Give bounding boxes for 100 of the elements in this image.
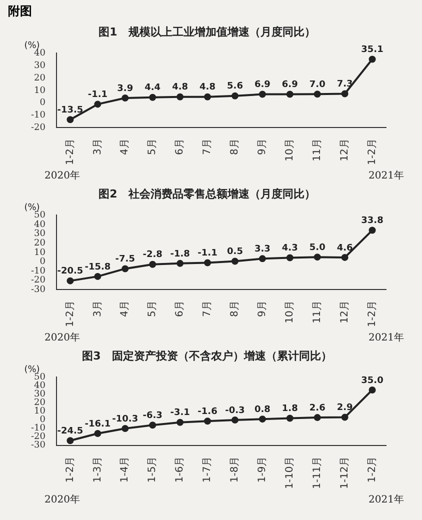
y-tick-label: 30 <box>34 390 46 400</box>
x-tick-label: 1-3月 <box>92 456 104 483</box>
x-tick-label: 5月 <box>147 300 158 318</box>
x-tick-label: 11月 <box>312 300 323 324</box>
text: 2021年 <box>368 170 404 182</box>
x-tick-label: 1-4月 <box>120 456 131 483</box>
text: 2020年 <box>44 332 80 344</box>
x-tick-label: 1-12月 <box>339 456 350 490</box>
x-tick-label: 10月 <box>284 138 296 162</box>
x-tick-label: 9月 <box>257 138 268 156</box>
point <box>94 100 102 108</box>
x-tick-label: 1-2月 <box>366 300 378 328</box>
y-tick-label: 40 <box>34 48 46 59</box>
x-tick-label: 1-8月 <box>230 456 241 483</box>
point <box>231 258 238 265</box>
data-label: 7.0 <box>309 80 326 90</box>
data-label: 3.9 <box>117 84 134 94</box>
x-tick-label: 12月 <box>339 300 350 324</box>
point <box>94 272 102 280</box>
y-tick-label: 10 <box>34 406 46 417</box>
text: 2020年 <box>44 494 80 506</box>
data-label: -24.5 <box>57 426 84 436</box>
data-label: -16.1 <box>84 419 111 430</box>
data-label: 35.0 <box>361 376 384 386</box>
data-label: 5.6 <box>227 82 243 92</box>
x-tick-label: 6月 <box>174 138 186 156</box>
x-tick-label: 3月 <box>92 138 104 156</box>
x-tick-label: 4月 <box>120 300 131 318</box>
x-tick-label: 1-6月 <box>174 456 186 483</box>
point <box>258 255 266 262</box>
y-tick-label: -30 <box>30 285 46 296</box>
text: 2021年 <box>368 332 404 344</box>
point <box>94 430 102 437</box>
y-tick-label: 20 <box>34 398 46 408</box>
data-label: 4.8 <box>172 82 188 93</box>
x-tick-label: 4月 <box>120 138 131 156</box>
text: 附图 <box>7 3 33 20</box>
x-tick-label: 7月 <box>202 138 214 156</box>
y-tick-label: 20 <box>34 238 46 248</box>
point <box>66 437 74 444</box>
point <box>286 254 294 262</box>
y-tick-label: -30 <box>30 440 46 451</box>
data-label: 35.1 <box>361 45 384 56</box>
point <box>258 416 266 423</box>
point <box>149 422 156 429</box>
data-label: -1.1 <box>88 90 108 100</box>
point <box>204 93 212 100</box>
point <box>286 414 294 422</box>
text: 2020年 <box>44 170 80 182</box>
point <box>176 93 184 100</box>
y-tick-label: -20 <box>30 123 46 134</box>
y-tick-label: -10 <box>30 110 46 121</box>
chart-title: 图2 社会消费品零售总额增速（月度同比） <box>98 187 316 200</box>
x-tick-label: 12月 <box>339 138 350 162</box>
x-tick-label: 1-2月 <box>64 138 76 166</box>
point <box>176 418 184 426</box>
data-label: 6.9 <box>282 80 298 90</box>
point <box>66 277 74 284</box>
x-tick-label: 1-2月 <box>64 456 76 483</box>
chart-title: 图1 规模以上工业增加值增速（月度同比） <box>98 25 316 38</box>
point <box>122 425 129 432</box>
data-label: -10.3 <box>112 414 138 424</box>
x-tick-label: 10月 <box>284 300 296 324</box>
point <box>122 265 129 272</box>
x-tick-label: 3月 <box>92 300 104 318</box>
x-tick-label: 11月 <box>312 138 323 162</box>
x-tick-label: 1-7月 <box>202 456 214 483</box>
text: 2021年 <box>368 494 404 506</box>
data-label: 2.9 <box>336 403 353 414</box>
point <box>314 414 321 422</box>
x-tick-label: 5月 <box>147 138 158 156</box>
x-tick-label: 8月 <box>230 138 241 156</box>
data-label: -6.3 <box>142 410 162 421</box>
point <box>231 416 238 424</box>
y-tick-label: 0 <box>40 415 46 426</box>
point <box>258 90 266 98</box>
data-label: 0.8 <box>254 404 270 415</box>
data-label: 4.8 <box>200 82 216 93</box>
y-tick-label: 20 <box>34 73 46 84</box>
point <box>149 94 156 101</box>
y-tick-label: -10 <box>30 424 46 434</box>
data-label: -0.3 <box>225 406 245 416</box>
point <box>204 259 212 266</box>
data-label: -15.8 <box>84 262 111 272</box>
x-tick-label: 1-2月 <box>366 456 378 483</box>
data-label: -3.1 <box>170 408 190 418</box>
x-tick-label: 8月 <box>230 300 241 318</box>
y-tick-label: 10 <box>34 248 46 258</box>
data-label: 5.0 <box>309 242 326 253</box>
point <box>368 226 376 234</box>
point <box>368 56 376 63</box>
data-label: 6.9 <box>254 80 270 90</box>
point <box>341 254 348 261</box>
y-tick-label: 0 <box>40 257 46 268</box>
x-tick-label: 7月 <box>202 300 214 318</box>
data-label: 0.5 <box>227 247 243 258</box>
data-label: 4.6 <box>336 243 353 254</box>
point <box>231 92 238 100</box>
point <box>314 254 321 261</box>
y-tick-label: 30 <box>34 60 46 71</box>
